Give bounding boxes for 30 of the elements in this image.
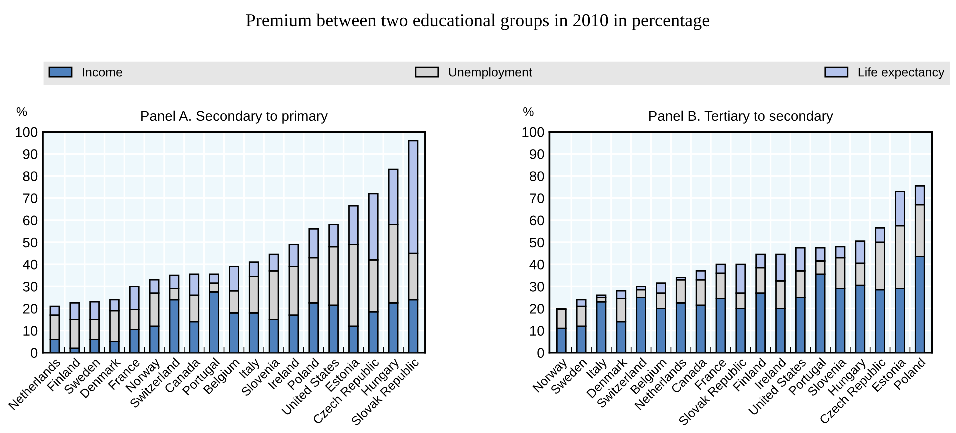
- legend-label: Income: [83, 68, 122, 77]
- y-tick-label: 90: [23, 149, 38, 160]
- chart-title: Panel B. Tertiary to secondary: [650, 110, 834, 124]
- y-tick-label: 80: [530, 172, 544, 182]
- y-tick-label: 70: [23, 194, 38, 204]
- y-tick-label: 10: [530, 326, 544, 336]
- legend-label: Unemployment: [449, 68, 532, 80]
- y-tick-label: 20: [23, 304, 38, 314]
- y-tick-label: 60: [530, 216, 544, 226]
- y-tick-label: 70: [530, 194, 544, 204]
- y-tick-label: 60: [23, 216, 38, 226]
- y-tick-label: 40: [530, 260, 544, 270]
- y-tick-label: 40: [23, 260, 38, 270]
- y-tick-label: 20: [530, 304, 544, 314]
- y-tick-label: 80: [23, 172, 38, 182]
- y-axis-title: %: [524, 108, 534, 116]
- y-tick-label: 0: [538, 348, 544, 358]
- y-tick-label: 0: [30, 348, 38, 358]
- legend-label: Life expectancy: [858, 68, 945, 80]
- y-tick-label: 50: [530, 238, 544, 248]
- y-tick-label: 50: [23, 238, 38, 248]
- y-tick-label: 10: [24, 326, 38, 336]
- text: Premium between two educational groups in 2010 in percentage: [246, 14, 710, 30]
- y-tick-label: 100: [522, 127, 544, 138]
- y-tick-label: 100: [16, 127, 38, 138]
- y-tick-label: 90: [530, 149, 544, 160]
- y-tick-label: 30: [23, 282, 38, 292]
- y-tick-label: 30: [530, 282, 544, 292]
- y-axis-title: %: [16, 108, 28, 116]
- chart-title: Panel A. Secondary to primary: [142, 110, 328, 124]
